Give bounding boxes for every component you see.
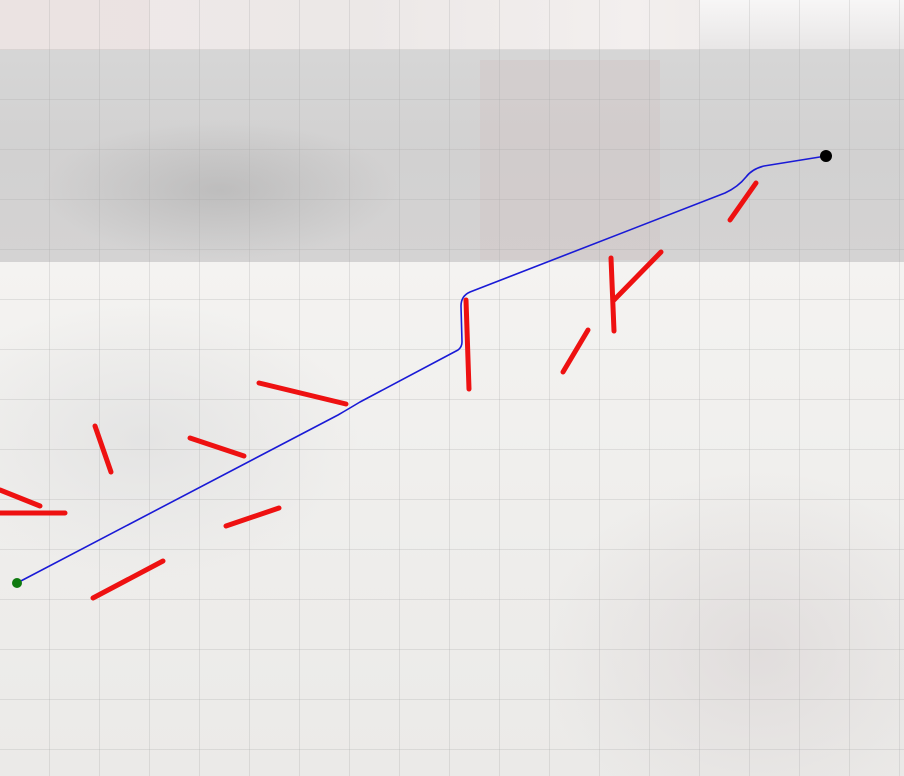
start-marker[interactable] — [12, 578, 22, 588]
obstacle-segment — [463, 297, 472, 392]
obstacle-segment — [0, 487, 43, 509]
background-photo-left — [0, 300, 360, 580]
obstacle-segment — [90, 558, 166, 601]
obstacle-segment — [611, 249, 664, 303]
obstacle-group — [0, 180, 759, 601]
route-path — [16, 155, 827, 584]
obstacle-segment — [256, 380, 349, 407]
obstacle-segment — [223, 505, 282, 529]
end-marker[interactable] — [820, 150, 832, 162]
background-shadow — [40, 120, 400, 260]
obstacle-segment — [727, 180, 759, 223]
gray-band — [0, 50, 904, 262]
obstacle-segment — [187, 435, 247, 459]
background-photo-top-left — [0, 0, 150, 50]
obstacle-segment — [608, 255, 617, 334]
background-photo-right — [540, 470, 904, 776]
obstacle-segment — [560, 327, 591, 375]
obstacle-segment — [92, 423, 114, 475]
background-photo-top-right — [700, 0, 904, 50]
background-tint — [480, 60, 660, 260]
